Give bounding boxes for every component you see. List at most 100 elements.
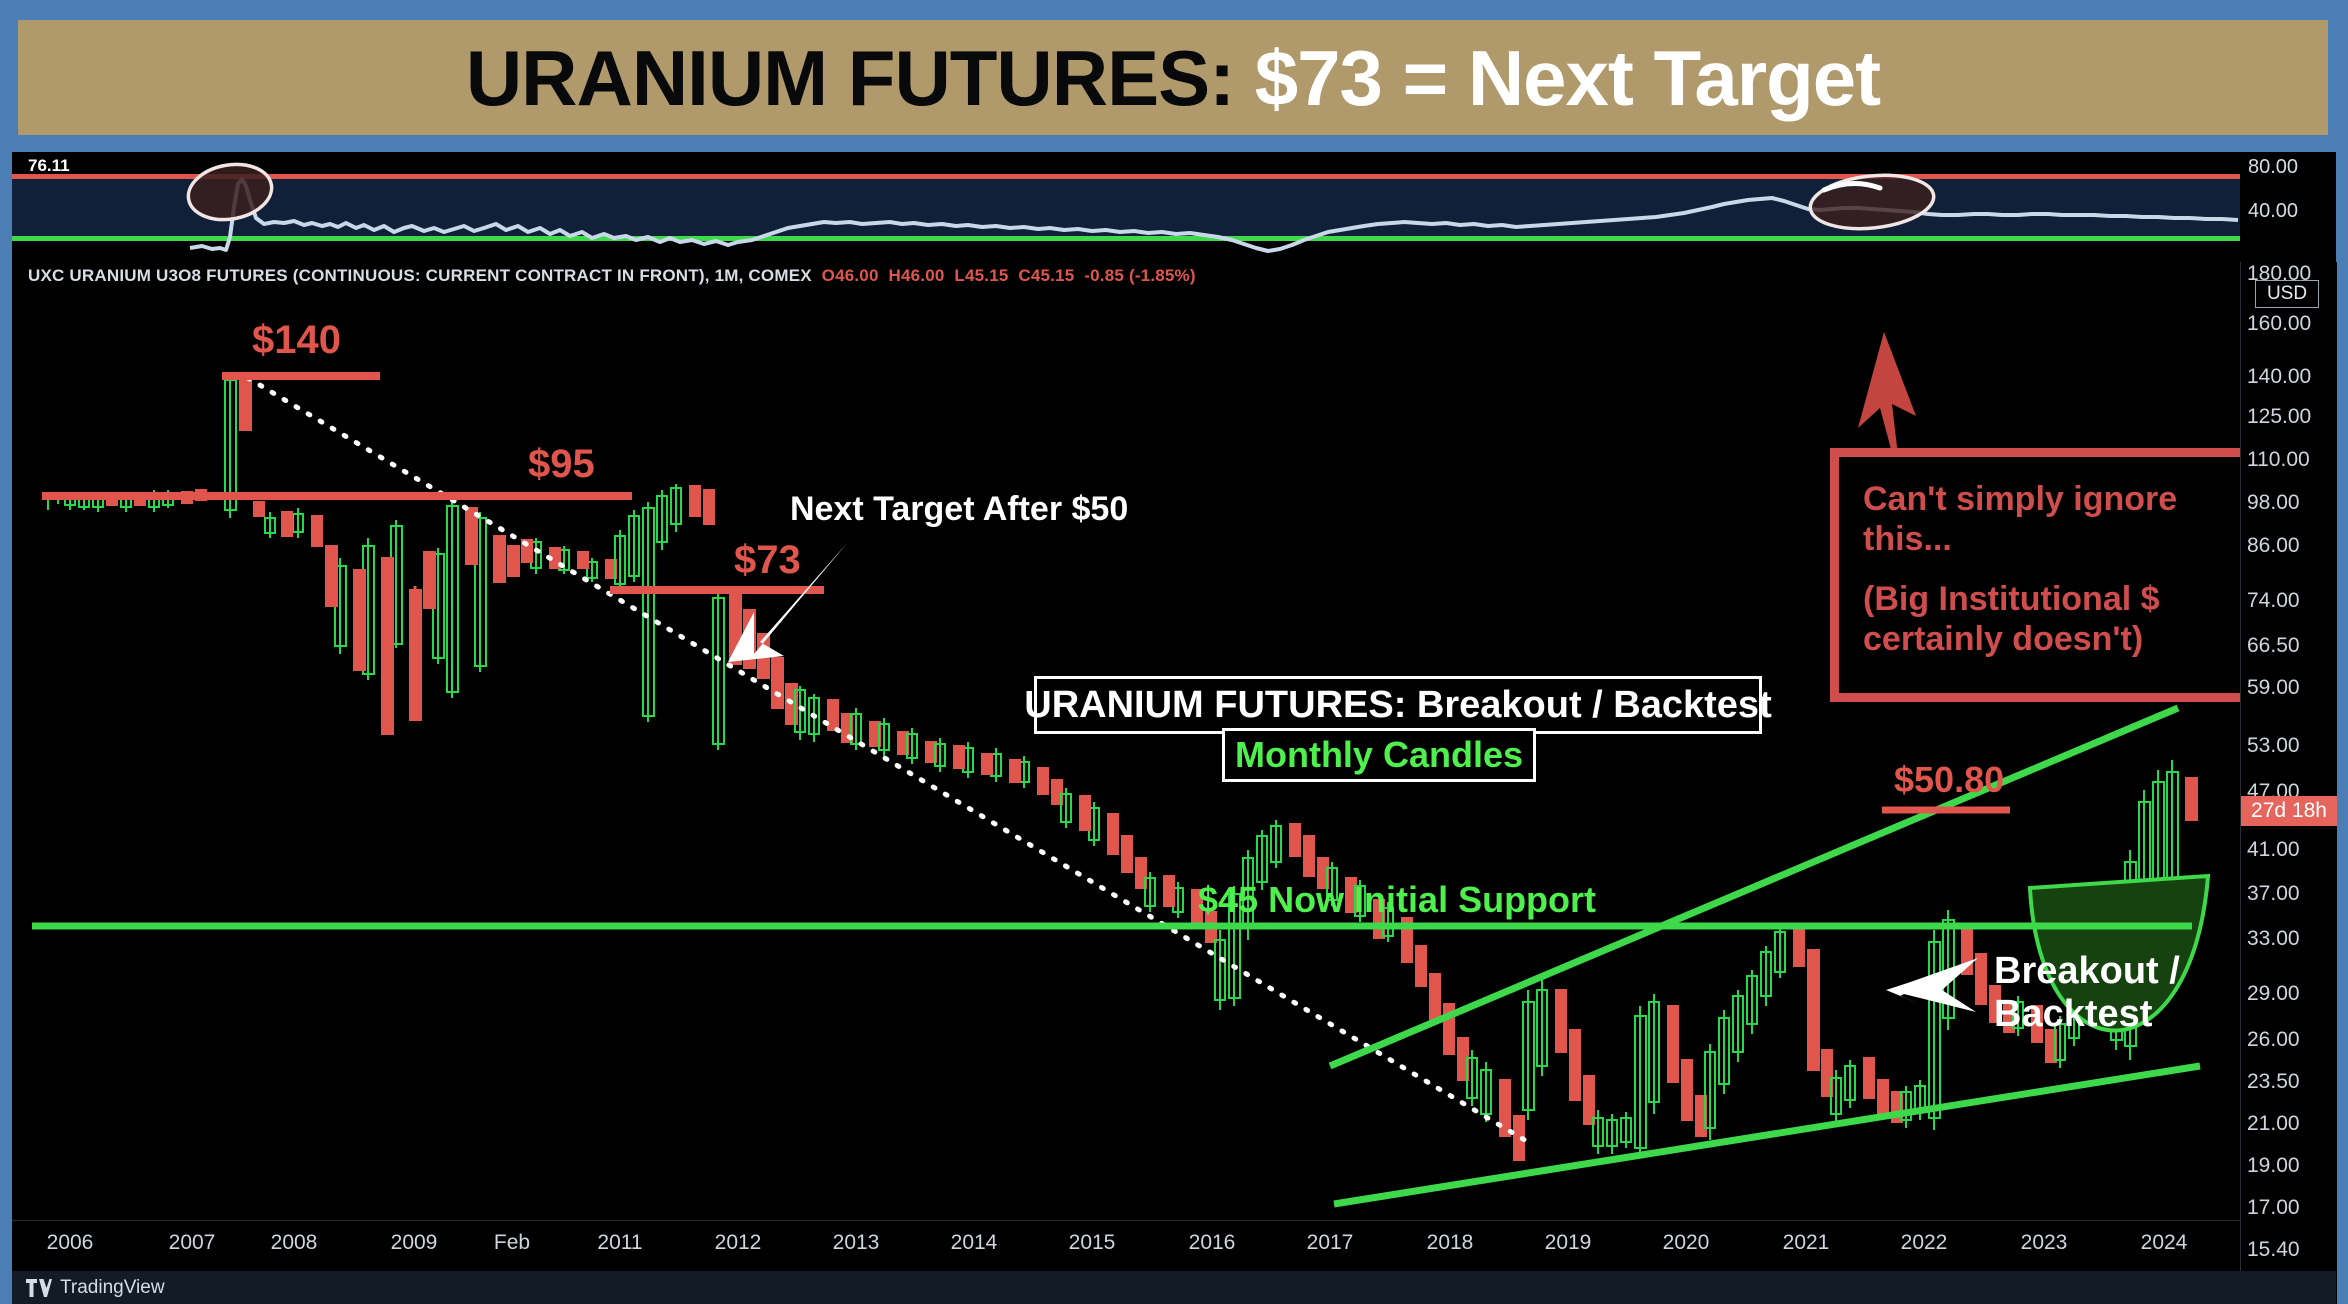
banner-title-dark: URANIUM FUTURES:: [465, 33, 1235, 122]
callout-line-3: (Big Institutional $: [1863, 580, 2160, 619]
ticker-close: 45.15: [1030, 266, 1075, 285]
title-banner: URANIUM FUTURES: $73 = Next Target: [18, 20, 2328, 135]
price-tick-125: 125.00: [2247, 405, 2312, 428]
time-tick-feb: Feb: [493, 1231, 531, 1254]
price-tick-15-40: 15.40: [2247, 1238, 2300, 1261]
overview-sparkline: [186, 162, 2239, 253]
candlestick-svg: [32, 372, 2211, 1208]
next-target-label: Next Target After $50: [790, 490, 1129, 528]
price-tick-140: 140.00: [2247, 365, 2312, 388]
ticker-change: -0.85: [1084, 266, 1125, 285]
price-axis[interactable]: 180.00 USD 160.00 140.00 125.00 110.00 9…: [2240, 262, 2337, 1304]
time-tick-2012: 2012: [714, 1231, 762, 1254]
callout-text: Can't simply ignore this... (Big Institu…: [1839, 457, 2267, 681]
time-tick-2013: 2013: [832, 1231, 880, 1254]
time-tick-2024: 2024: [2140, 1231, 2188, 1254]
time-tick-2008: 2008: [270, 1231, 318, 1254]
price-tick-66-50: 66.50: [2247, 634, 2300, 657]
ticker-info-line: UXC URANIUM U3O8 FUTURES (CONTINUOUS: CU…: [28, 266, 1196, 286]
tradingview-logo-icon: [26, 1279, 52, 1297]
callout-box: Can't simply ignore this... (Big Institu…: [1830, 448, 2276, 702]
next-target-arrow-icon: [728, 542, 848, 662]
price-tick-21: 21.00: [2247, 1112, 2300, 1135]
overview-tick-1: 40.00: [2248, 200, 2299, 222]
price-tick-180: 180.00: [2247, 262, 2312, 285]
ticker-low-label: L: [954, 266, 965, 285]
tradingview-label: TradingView: [60, 1277, 165, 1298]
price-plot[interactable]: $140 $95 $73 $50.80 $45 Now Initial Supp…: [12, 290, 2240, 1220]
title-banner-area: URANIUM FUTURES: $73 = Next Target: [0, 0, 2348, 152]
ticker-open: 46.00: [835, 266, 879, 285]
chart-title-box-primary: URANIUM FUTURES: Breakout / Backtest: [1024, 676, 1772, 734]
price-tick-53: 53.00: [2247, 734, 2300, 757]
channel-lower-line: [1333, 1062, 2201, 1208]
overview-resistance-line: [12, 174, 2240, 179]
overview-ellipse-recent: [1808, 173, 1936, 231]
banner-title: URANIUM FUTURES: $73 = Next Target: [466, 39, 1881, 117]
callout-line-2: this...: [1863, 520, 1952, 559]
price-tick-74: 74.00: [2247, 589, 2300, 612]
price-tick-37: 37.00: [2247, 882, 2300, 905]
time-axis[interactable]: 2006 2007 2008 2009 Feb 2011 2012 2013 2…: [12, 1220, 2240, 1269]
callout-line-4: certainly doesn't): [1863, 620, 2144, 659]
ticker-high-label: H: [888, 266, 901, 285]
downtrend-dotted-line: [245, 375, 1531, 1145]
overview-support-line: [12, 236, 2240, 241]
support-label-45: $45 Now Initial Support: [1198, 879, 1597, 920]
tradingview-brand[interactable]: TradingView: [26, 1277, 165, 1299]
price-tick-160: 160.00: [2247, 312, 2312, 335]
candle-series: [47, 374, 2198, 1161]
overview-ellipse-2007: [186, 162, 274, 222]
time-tick-2018: 2018: [1426, 1231, 1474, 1254]
level-label-140: $140: [252, 318, 341, 362]
level-label-5080: $50.80: [1894, 759, 2005, 800]
time-tick-2009: 2009: [390, 1231, 438, 1254]
time-tick-2019: 2019: [1544, 1231, 1592, 1254]
time-tick-2014: 2014: [950, 1231, 998, 1254]
price-tick-17: 17.00: [2247, 1196, 2300, 1219]
level-label-73: $73: [734, 538, 801, 582]
ticker-change-pct: (-1.85%): [1128, 266, 1196, 285]
currency-badge: USD: [2255, 280, 2319, 308]
price-tick-59: 59.00: [2247, 676, 2300, 699]
chart-title-box-secondary: Monthly Candles: [1222, 728, 1536, 782]
time-tick-2015: 2015: [1068, 1231, 1116, 1254]
ticker-close-label: C: [1018, 266, 1031, 285]
time-tick-2016: 2016: [1188, 1231, 1236, 1254]
channel-upper-trendline: [1328, 704, 2180, 1070]
time-tick-2011: 2011: [597, 1231, 643, 1254]
price-tick-29: 29.00: [2247, 982, 2300, 1005]
chart-title-secondary: Monthly Candles: [1234, 734, 1524, 775]
countdown-badge: 27d 18h: [2241, 796, 2337, 826]
time-tick-2020: 2020: [1662, 1231, 1710, 1254]
footer-bar: TradingView: [12, 1271, 2336, 1304]
overview-price-axis: 80.00 40.00: [2240, 152, 2336, 262]
time-tick-2006: 2006: [46, 1231, 94, 1254]
breakout-backtest-label: Breakout / Backtest: [1994, 950, 2180, 1035]
ticker-open-label: O: [821, 266, 836, 285]
ticker-high: 46.00: [900, 266, 945, 285]
ticker-symbol: UXC URANIUM U3O8 FUTURES (CONTINUOUS: CU…: [28, 266, 812, 285]
price-tick-23-50: 23.50: [2247, 1070, 2300, 1093]
time-tick-2022: 2022: [1900, 1231, 1948, 1254]
breakout-arrow-body-icon: [1888, 958, 1978, 1012]
chart-title-primary: URANIUM FUTURES: Breakout / Backtest: [1024, 683, 1772, 726]
overview-price-label: 76.11: [28, 156, 70, 175]
banner-title-light: $73 = Next Target: [1254, 33, 1881, 122]
time-tick-2007: 2007: [168, 1231, 216, 1254]
price-tick-33: 33.00: [2247, 927, 2300, 950]
time-tick-2017: 2017: [1306, 1231, 1354, 1254]
price-tick-98: 98.00: [2247, 491, 2300, 514]
chart-frame: 76.11 80.00 40.00 UXC URANIUM U3O8 FUTUR…: [12, 152, 2337, 1304]
price-tick-19: 19.00: [2247, 1154, 2300, 1177]
price-tick-110: 110.00: [2247, 448, 2310, 471]
callout-line-1: Can't simply ignore: [1863, 480, 2178, 518]
ticker-low: 45.15: [964, 266, 1009, 285]
price-tick-26: 26.00: [2247, 1028, 2300, 1051]
cup-rounded-bottom: [2027, 873, 2211, 1033]
level-label-95: $95: [528, 442, 595, 486]
price-tick-41: 41.00: [2247, 838, 2300, 861]
time-tick-2021: 2021: [1782, 1231, 1830, 1254]
overview-panel[interactable]: 76.11: [12, 152, 2240, 262]
